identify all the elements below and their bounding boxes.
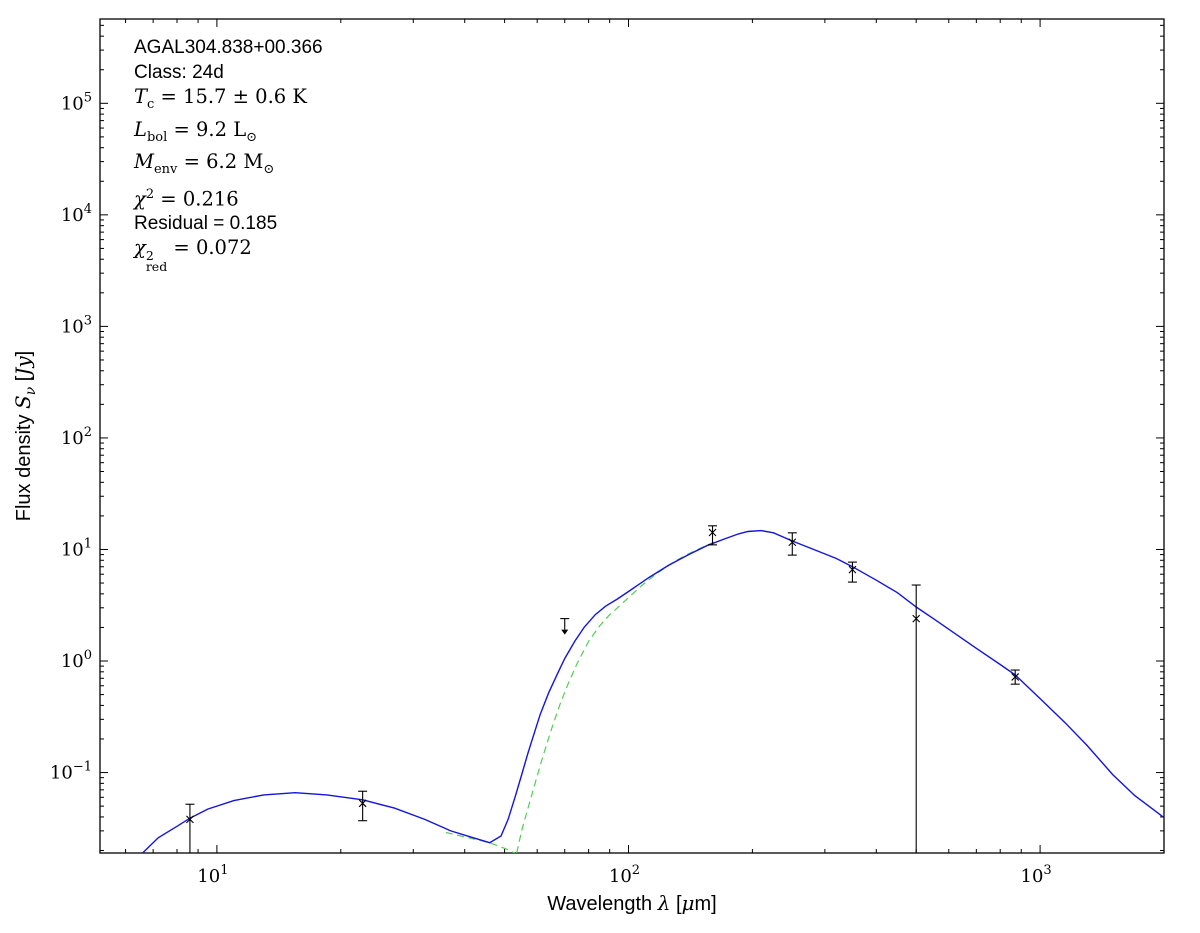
dust-temperature-line: Tc = 15.7 ± 0.6 K <box>134 85 307 113</box>
photometry-point <box>708 525 718 546</box>
total-model-curve <box>142 529 1164 853</box>
y-axis-label: Flux density Sν [Jy] <box>11 351 39 522</box>
photometry-points <box>185 525 1020 853</box>
y-tick-label: 101 <box>61 536 92 560</box>
annotation-block: AGAL304.838+00.366 Class: 24d Tc = 15.7 … <box>134 36 323 275</box>
envelope-mass-line: Menv = 6.2 M⊙ <box>134 150 275 178</box>
y-tick-label: 103 <box>61 313 92 337</box>
photometry-point <box>911 584 921 853</box>
photometry-point <box>358 790 368 822</box>
y-tick-label: 102 <box>61 425 92 449</box>
plot-frame <box>99 18 1165 854</box>
chi-squared-line: χ2 = 0.216 <box>134 186 239 211</box>
photometry-point <box>185 803 195 853</box>
y-tick-label: 10−1 <box>50 760 92 784</box>
source-name: AGAL304.838+00.366 <box>134 37 323 58</box>
photometry-point <box>560 618 570 635</box>
x-tick-label: 101 <box>197 863 228 887</box>
photometry-point <box>1010 669 1020 685</box>
class-label: Class: 24d <box>134 61 224 83</box>
y-tick-label: 105 <box>61 90 92 114</box>
x-axis-label: Wavelength λ [μm] <box>547 891 716 915</box>
y-tick-label: 100 <box>61 648 92 672</box>
x-tick-label: 102 <box>609 863 640 887</box>
x-tick-label: 103 <box>1021 863 1052 887</box>
reduced-chi-squared-line: χ 2 red = 0.072 <box>134 236 252 275</box>
residual-line: Residual = 0.185 <box>134 212 278 234</box>
component-curve-hot <box>445 831 516 853</box>
y-tick-label: 104 <box>61 202 92 226</box>
upper-limit-arrow-icon <box>561 629 569 635</box>
photometry-point <box>847 561 857 583</box>
photometry-point <box>787 532 797 556</box>
bolometric-luminosity-line: Lbol = 9.2 L⊙ <box>134 117 258 145</box>
